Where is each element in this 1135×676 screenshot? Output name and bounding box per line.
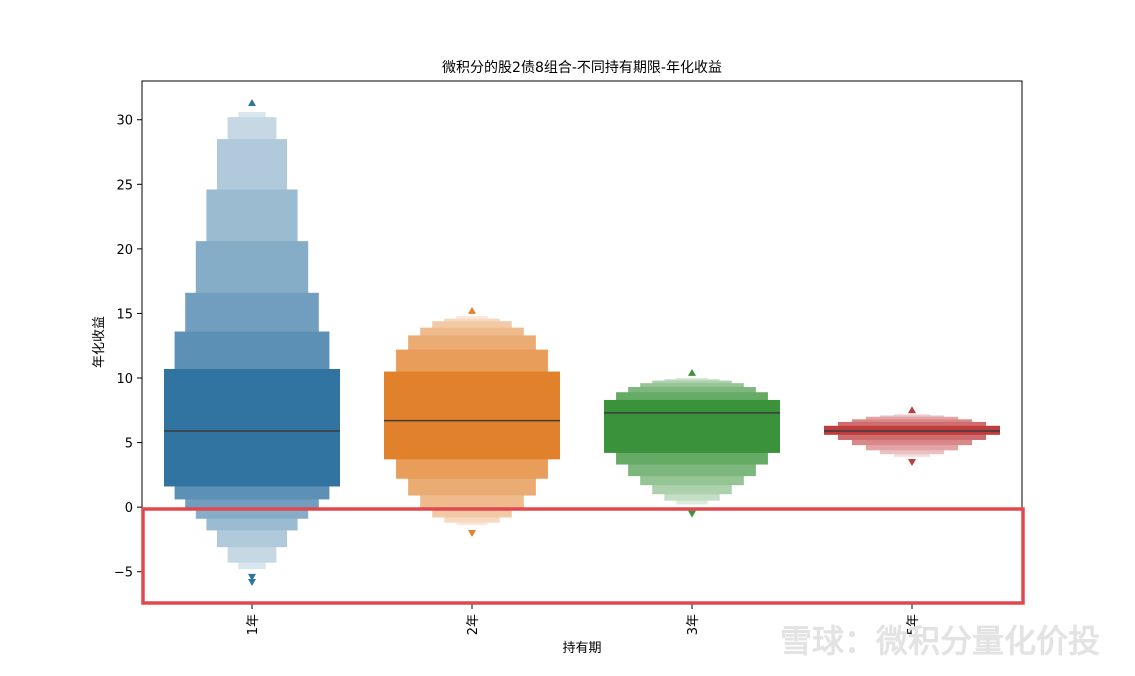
- outlier-marker: [908, 458, 916, 466]
- x-tick-label: 5年: [906, 614, 921, 635]
- y-tick-label: 10: [116, 372, 133, 387]
- outlier-marker: [248, 579, 256, 587]
- medians-layer: [164, 412, 1000, 432]
- outlier-marker: [248, 98, 256, 106]
- y-tick-label: −5: [114, 566, 133, 581]
- y-tick-label: 15: [116, 307, 133, 322]
- x-axis: 1年 2年 3年 5年: [246, 604, 921, 635]
- outlier-marker: [468, 306, 476, 314]
- boxen-box: [164, 368, 340, 487]
- outlier-marker: [688, 368, 696, 376]
- boxen-box: [604, 399, 780, 453]
- outlier-marker: [908, 406, 916, 414]
- outlier-marker: [468, 529, 476, 537]
- boxen-group: [824, 414, 1000, 457]
- boxen-box: [384, 371, 560, 460]
- boxen-group: [164, 111, 340, 570]
- boxen-group: [604, 378, 780, 505]
- outlier-marker: [248, 573, 256, 581]
- highlight-box: [141, 507, 1025, 605]
- outliers-layer: [248, 98, 916, 587]
- y-tick-label: 20: [116, 243, 133, 258]
- boxen-layer: [164, 111, 1000, 570]
- y-tick-label: 25: [116, 178, 133, 193]
- x-axis-label: 持有期: [562, 641, 601, 656]
- x-tick-label: 1年: [246, 614, 261, 635]
- y-tick-label: 30: [116, 114, 133, 129]
- x-tick-label: 2年: [466, 614, 481, 635]
- outlier-marker: [688, 510, 696, 518]
- chart-title: 微积分的股2债8组合-不同持有期限-年化收益: [442, 60, 722, 76]
- y-tick-label: 5: [125, 437, 133, 452]
- x-tick-label: 3年: [686, 614, 701, 635]
- y-tick-label: 0: [125, 501, 133, 516]
- y-axis: −5 0 5 10 15 20 25 30: [114, 114, 142, 581]
- watermark-text: 雪球：微积分量化价投: [780, 622, 1100, 660]
- y-axis-label: 年化收益: [92, 316, 107, 368]
